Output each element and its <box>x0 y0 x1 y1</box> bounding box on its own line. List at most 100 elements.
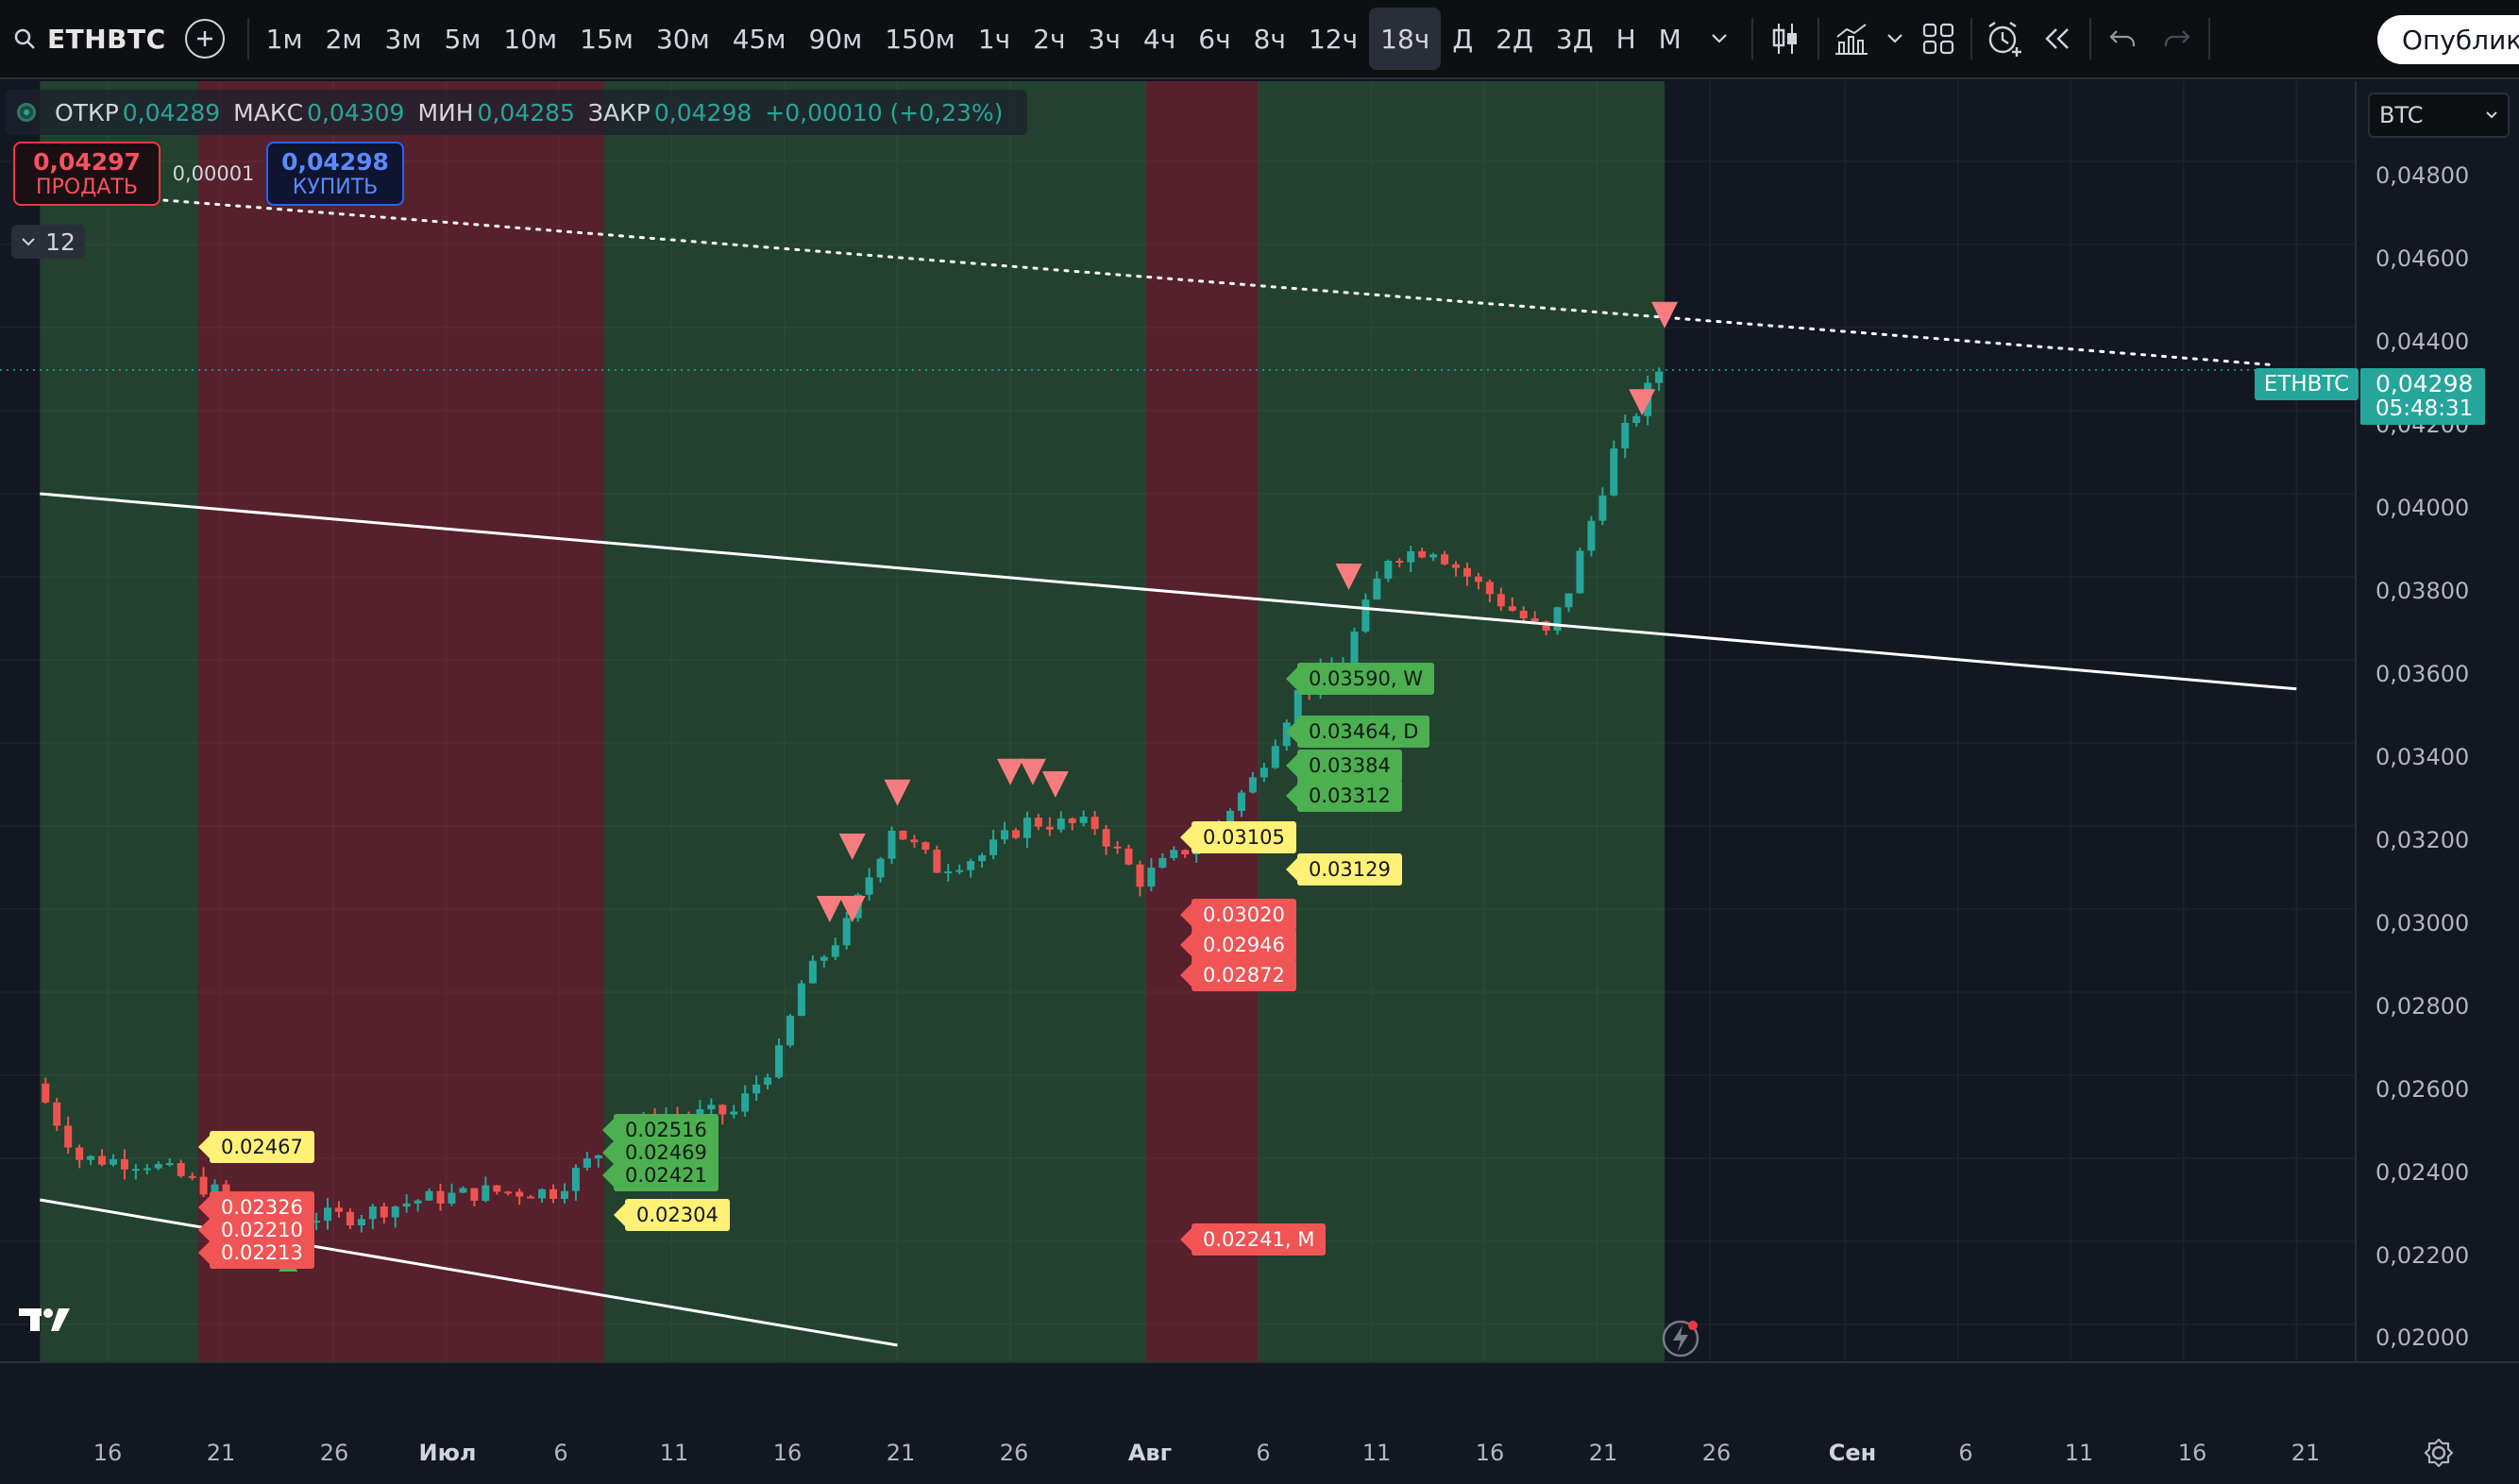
timeframe-0[interactable]: 1м <box>265 23 303 55</box>
candle-body <box>98 1155 107 1165</box>
toolbar-divider <box>1970 18 1972 59</box>
timeframe-4[interactable]: 10м <box>503 23 558 55</box>
replay-button[interactable] <box>2031 8 2084 70</box>
time-label: 21 <box>1588 1440 1618 1466</box>
timeframe-3[interactable]: 5м <box>444 23 482 55</box>
timeframe-13[interactable]: 4ч <box>1142 23 1176 55</box>
current-price-tag: 0,04298 05:48:31 <box>2360 368 2485 425</box>
timeframe-17[interactable]: 18ч <box>1369 8 1442 70</box>
timeframe-10[interactable]: 1ч <box>977 23 1011 55</box>
time-label: 26 <box>1701 1440 1732 1466</box>
price-label: 0,02600 <box>2375 1076 2470 1103</box>
timeframe-20[interactable]: 3Д <box>1555 23 1594 55</box>
chart-pane[interactable] <box>0 81 2519 1361</box>
candle-body <box>1170 850 1178 858</box>
sell-label: ПРОДАТЬ <box>36 176 138 199</box>
timeframe-18[interactable]: Д <box>1452 23 1474 55</box>
trendline-upper <box>40 492 2297 691</box>
candle-body <box>482 1185 490 1201</box>
candle-body <box>334 1207 343 1212</box>
sell-button[interactable]: 0,04297 ПРОДАТЬ <box>13 142 161 206</box>
candle-body <box>876 858 885 878</box>
indicators-dropdown[interactable] <box>1878 8 1912 70</box>
layouts-button[interactable] <box>1912 8 1965 70</box>
candle-body <box>1418 550 1427 558</box>
time-axis[interactable] <box>0 1361 2519 1484</box>
candle-body <box>1474 576 1482 582</box>
timeframe-19[interactable]: 2Д <box>1496 23 1533 55</box>
timeframe-15[interactable]: 8ч <box>1253 23 1286 55</box>
timeframe-5[interactable]: 15м <box>580 23 634 55</box>
timeframe-9[interactable]: 150м <box>885 23 955 55</box>
candle-body <box>1576 550 1584 594</box>
indicators-button[interactable] <box>1825 8 1878 70</box>
currency-unit-select[interactable]: BTC <box>2368 93 2510 138</box>
alert-button[interactable] <box>1978 8 2031 70</box>
chart-settings-button[interactable] <box>2423 1437 2455 1473</box>
candle-body <box>1057 818 1065 830</box>
candle-body <box>211 1184 219 1195</box>
price-chart[interactable] <box>0 81 2519 1361</box>
market-status-icon <box>17 103 36 122</box>
publish-button[interactable]: Опублико <box>2377 15 2519 64</box>
open-label: ОТКР <box>55 98 119 126</box>
spread-value: 0,00001 <box>172 162 255 185</box>
candle-body <box>425 1190 433 1201</box>
level-label: 0.02872 <box>1180 959 1296 991</box>
candle-body <box>154 1164 162 1169</box>
indicators-collapse-button[interactable]: 12 <box>11 225 85 259</box>
candle-body <box>1011 830 1020 838</box>
timeframe-6[interactable]: 30м <box>655 23 710 55</box>
candle-body <box>1023 818 1031 838</box>
timeframe-12[interactable]: 3ч <box>1088 23 1121 55</box>
candle-body <box>707 1105 716 1110</box>
time-label: 16 <box>772 1440 803 1466</box>
time-label: 11 <box>659 1440 689 1466</box>
candle-body <box>1271 746 1279 768</box>
candle-body <box>1237 792 1245 811</box>
candle-body <box>1158 857 1167 868</box>
timeframe-7[interactable]: 45м <box>732 23 786 55</box>
more-timeframes-button[interactable] <box>1693 8 1746 70</box>
candle-body <box>324 1207 332 1222</box>
candle-body <box>571 1167 580 1191</box>
candle-body <box>730 1111 738 1115</box>
candle-body <box>719 1105 727 1115</box>
sell-signal-marker <box>1651 301 1679 329</box>
time-label: 6 <box>1958 1440 1973 1466</box>
symbol-search[interactable]: ETHBTC <box>0 0 185 78</box>
price-label: 0,03200 <box>2375 827 2470 853</box>
price-label: 0,02400 <box>2375 1159 2470 1186</box>
buy-button[interactable]: 0,04298 КУПИТЬ <box>266 142 404 206</box>
lightning-icon[interactable] <box>1662 1318 1701 1361</box>
candle-body <box>1373 578 1381 600</box>
candle-body <box>842 918 851 946</box>
candle-body <box>470 1188 479 1201</box>
add-symbol-button[interactable] <box>184 19 225 59</box>
level-label: 0.02946 <box>1180 929 1296 961</box>
timeframe-2[interactable]: 3м <box>384 23 422 55</box>
zone-green <box>40 81 198 1361</box>
price-label: 0,03600 <box>2375 661 2470 687</box>
chart-type-button[interactable] <box>1759 8 1812 70</box>
candle-body <box>76 1147 84 1160</box>
time-label: 21 <box>206 1440 236 1466</box>
candle-body <box>888 830 896 859</box>
candle-body <box>120 1159 128 1170</box>
timeframe-11[interactable]: 2ч <box>1033 23 1066 55</box>
candle-body <box>1564 593 1573 608</box>
level-label: 0.02467 <box>198 1131 314 1163</box>
undo-button[interactable] <box>2097 8 2150 70</box>
tradingview-logo[interactable] <box>17 1303 79 1339</box>
candle-body <box>933 850 941 873</box>
candle-body <box>955 869 964 872</box>
zone-red <box>1145 81 1259 1361</box>
timeframe-22[interactable]: М <box>1658 23 1682 55</box>
timeframe-14[interactable]: 6ч <box>1198 23 1231 55</box>
redo-button[interactable] <box>2150 8 2203 70</box>
candle-body <box>775 1045 784 1078</box>
timeframe-8[interactable]: 90м <box>808 23 863 55</box>
timeframe-21[interactable]: Н <box>1615 23 1636 55</box>
timeframe-1[interactable]: 2м <box>325 23 363 55</box>
timeframe-16[interactable]: 12ч <box>1308 23 1359 55</box>
